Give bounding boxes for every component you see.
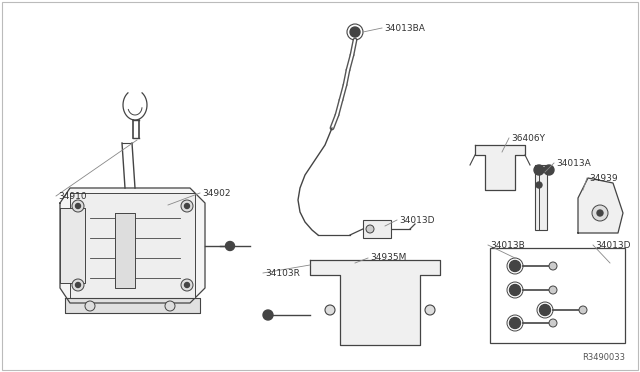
Circle shape	[509, 317, 520, 328]
Polygon shape	[60, 208, 85, 283]
Circle shape	[544, 165, 554, 175]
Bar	[363, 220, 391, 238]
Circle shape	[350, 27, 360, 37]
Bar	[490, 248, 625, 343]
Circle shape	[540, 305, 550, 315]
Circle shape	[225, 241, 234, 250]
Circle shape	[72, 200, 84, 212]
Text: 36406Y: 36406Y	[511, 134, 545, 142]
Text: 34013D: 34013D	[595, 241, 630, 250]
Bar	[70, 193, 195, 298]
Circle shape	[509, 285, 520, 295]
Circle shape	[165, 301, 175, 311]
Circle shape	[85, 301, 95, 311]
Circle shape	[72, 279, 84, 291]
Circle shape	[509, 260, 520, 272]
Circle shape	[325, 305, 335, 315]
Circle shape	[184, 282, 189, 288]
Polygon shape	[65, 298, 200, 313]
Text: 34939: 34939	[589, 173, 618, 183]
Circle shape	[366, 225, 374, 233]
Polygon shape	[115, 213, 135, 288]
Circle shape	[263, 310, 273, 320]
Circle shape	[597, 210, 603, 216]
Text: 34902: 34902	[202, 189, 230, 198]
Bar	[535, 165, 547, 230]
Circle shape	[549, 262, 557, 270]
Circle shape	[76, 282, 81, 288]
Circle shape	[181, 279, 193, 291]
Circle shape	[184, 203, 189, 208]
Circle shape	[534, 165, 544, 175]
Text: R3490033: R3490033	[582, 353, 625, 362]
Circle shape	[592, 205, 608, 221]
Text: 34935M: 34935M	[370, 253, 406, 263]
Text: 34103R: 34103R	[265, 269, 300, 278]
Circle shape	[549, 319, 557, 327]
Text: 34013BA: 34013BA	[384, 23, 425, 32]
Text: 34910: 34910	[58, 192, 86, 201]
Circle shape	[536, 182, 542, 188]
Circle shape	[425, 305, 435, 315]
Circle shape	[76, 203, 81, 208]
Circle shape	[549, 286, 557, 294]
Polygon shape	[310, 260, 440, 345]
Polygon shape	[60, 188, 205, 303]
Text: 34013D: 34013D	[399, 215, 435, 224]
Circle shape	[181, 200, 193, 212]
Polygon shape	[475, 145, 525, 190]
Text: 34013A: 34013A	[556, 158, 591, 167]
Polygon shape	[578, 178, 623, 233]
Circle shape	[579, 306, 587, 314]
Text: 34013B: 34013B	[490, 241, 525, 250]
